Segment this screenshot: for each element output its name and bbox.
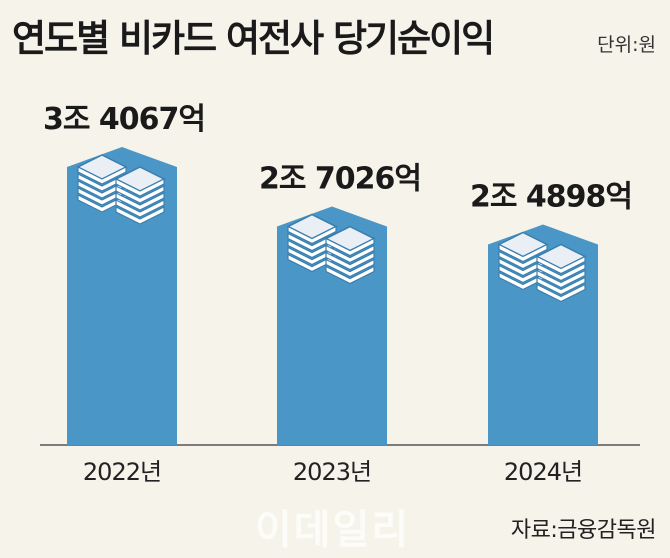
bar-group [277,206,387,445]
watermark-text: 이데일리 [255,507,411,553]
data-label: 2조 7026억 [259,162,421,197]
bar-group [67,147,177,445]
money-stack-icon [76,154,166,225]
bar-group [488,224,598,445]
x-tick-label: 2023년 [293,458,371,486]
bar [67,147,177,445]
source-note: 자료:금융감독원 [510,518,657,543]
money-stack-icon [286,213,376,285]
chart-title: 연도별 비카드 여전사 당기순이익 [12,17,495,60]
data-label: 3조 4067억 [43,102,205,137]
money-stack-icon [497,231,587,303]
unit-label: 단위:원 [597,34,656,56]
x-tick-label: 2022년 [83,458,161,486]
data-label: 2조 4898억 [470,180,632,215]
x-tick-label: 2024년 [504,458,582,486]
